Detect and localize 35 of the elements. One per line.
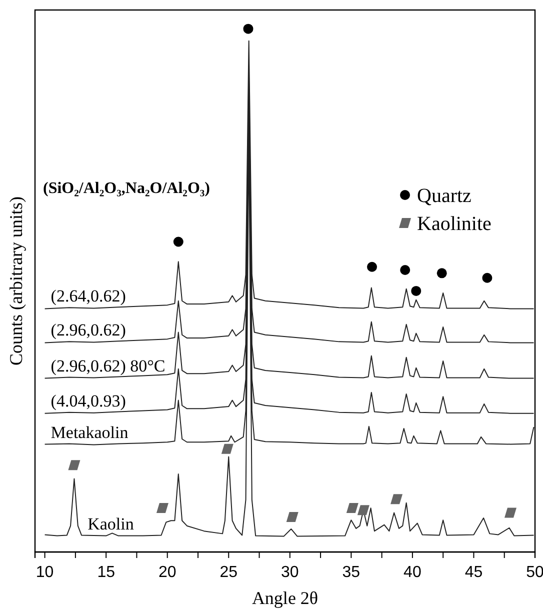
point (504, 508, 516, 518)
point (286, 512, 298, 522)
point (436, 268, 447, 278)
x-tick-label: 50 (526, 564, 543, 581)
x-tick-label: 40 (404, 564, 422, 581)
legend-title: (SiO₂/Al₂O₃,Na₂O/Al₂O₃) (43, 180, 210, 197)
x-tick-label: 10 (36, 564, 54, 581)
series-label: (2.64,0.62) (50, 286, 126, 306)
x-axis-title: Angle 2θ (252, 588, 318, 608)
point (346, 503, 358, 514)
point (357, 505, 370, 516)
point (411, 286, 422, 296)
x-tick-label: 35 (342, 564, 360, 581)
series-label: (2.96,0.62) (50, 320, 126, 340)
x-tick-label: 20 (158, 564, 176, 581)
x-tick-label: 15 (97, 564, 116, 581)
x-tick-label: 45 (464, 564, 483, 581)
series-label: (4.04,0.93) (50, 391, 126, 410)
x-tick-label: 30 (281, 564, 299, 581)
point (367, 262, 378, 272)
point (390, 494, 403, 504)
point (173, 236, 184, 247)
series-label: (2.96,0.62) 80°C (50, 356, 166, 376)
x-tick-label: 25 (220, 564, 238, 581)
series-label: Kaolin (88, 514, 134, 534)
point (400, 265, 410, 276)
series-label: Metakaolin (50, 422, 129, 442)
point (156, 503, 168, 514)
point (482, 272, 492, 283)
point (221, 444, 234, 454)
point (243, 24, 254, 34)
y-axis-title: Counts (arbitrary units) (6, 196, 26, 366)
point (68, 460, 80, 470)
legend-label: Quartz (417, 185, 472, 207)
legend-label: Kaolinite (417, 213, 492, 235)
